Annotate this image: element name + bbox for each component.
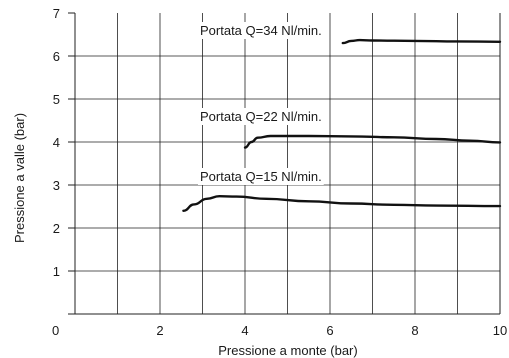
y-tick-label-2: 2 <box>53 221 60 236</box>
x-tick-label-4: 4 <box>241 323 248 338</box>
x-axis-title: Pressione a monte (bar) <box>218 343 357 358</box>
series-line-3 <box>182 195 502 212</box>
y-tick-label-1: 1 <box>53 264 60 279</box>
series-line-1 <box>341 38 502 45</box>
series-label-bg-2 <box>198 108 324 125</box>
x-tick-label-2: 2 <box>156 323 163 338</box>
x-tick-label-10: 10 <box>493 323 507 338</box>
y-axis-ticks: 1 2 3 4 5 6 7 <box>53 6 75 315</box>
series-label-bg-3 <box>198 168 324 185</box>
y-tick-label-6: 6 <box>53 49 60 64</box>
y-tick-label-7: 7 <box>53 6 60 21</box>
x-tick-label-6: 6 <box>326 323 333 338</box>
y-axis-title: Pressione a valle (bar) <box>12 113 27 243</box>
x-tick-label-0: 0 <box>52 323 59 338</box>
grid <box>75 13 500 314</box>
y-tick-label-4: 4 <box>53 135 60 150</box>
y-tick-label-5: 5 <box>53 92 60 107</box>
y-tick-label-3: 3 <box>53 178 60 193</box>
series-label-3: Portata Q=15 Nl/min. <box>200 169 322 184</box>
plot-frame <box>74 13 501 315</box>
x-tick-label-8: 8 <box>411 323 418 338</box>
series-labels: Portata Q=34 Nl/min. Portata Q=22 Nl/min.… <box>198 22 324 185</box>
series-lines <box>182 38 502 212</box>
series-label-1: Portata Q=34 Nl/min. <box>200 23 322 38</box>
series-label-2: Portata Q=22 Nl/min. <box>200 109 322 124</box>
series-line-2 <box>243 134 502 149</box>
x-axis-ticks: 0 2 4 6 8 10 <box>52 323 507 338</box>
series-label-bg-1 <box>198 22 324 39</box>
